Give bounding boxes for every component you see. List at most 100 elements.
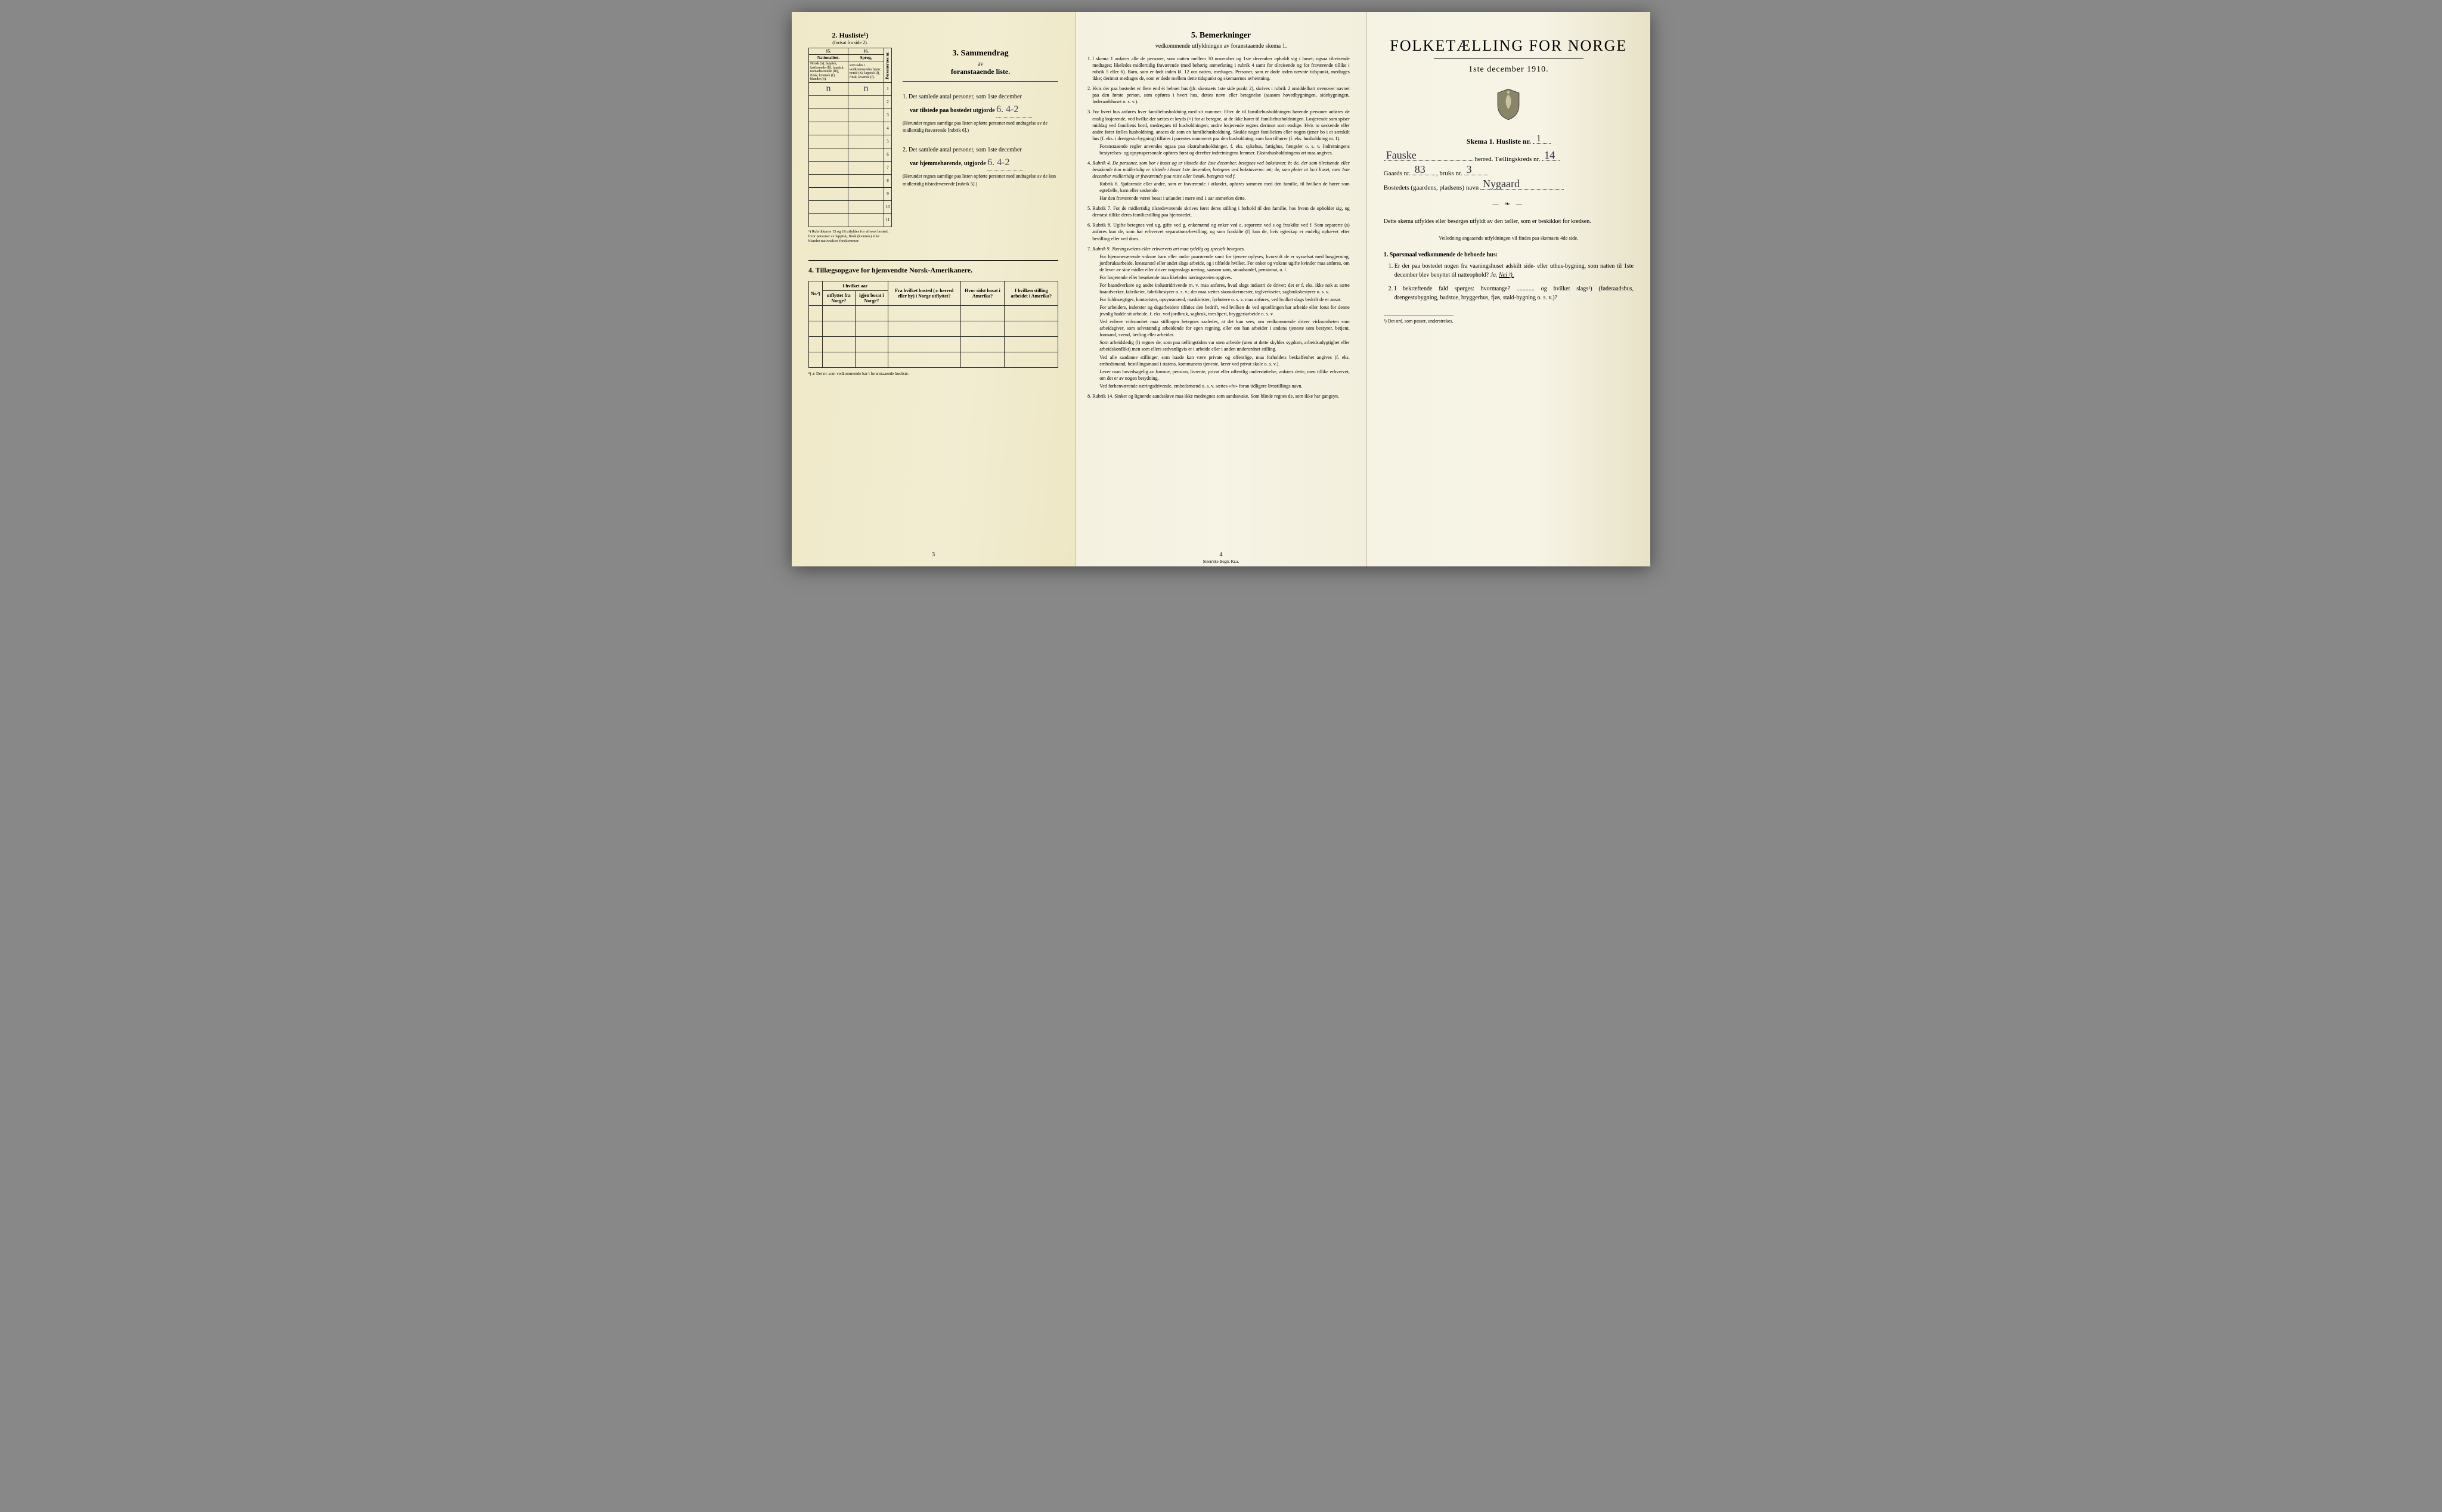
s4-h3: Fra hvilket bosted (ɔ: herred eller by) …	[888, 281, 960, 306]
bem-7i: Lever man hovedsagelig av formue, pensio…	[1099, 368, 1350, 382]
samm-item-1: 1. Det samlede antal personer, som 1ste …	[903, 92, 1058, 135]
row-11: 11	[884, 213, 891, 227]
nat-header: Nationalitet.	[809, 55, 848, 61]
imprint: Steen'ske Bogtr. Kr.a.	[1076, 559, 1366, 564]
cover-intro2: Veiledning angaaende utfyldningen vil fi…	[1384, 234, 1634, 242]
samm1-num: 1.	[903, 94, 907, 100]
sprog-header: Sprog,	[848, 55, 884, 61]
row-1: 1	[884, 82, 891, 95]
s4-h2b: igjen bosat i Norge?	[855, 291, 888, 306]
samm-item-2: 2. Det samlede antal personer, som 1ste …	[903, 145, 1058, 188]
page-3-cover: FOLKETÆLLING FOR NORGE 1ste december 191…	[1367, 12, 1650, 566]
bem-sub: vedkommende utfyldningen av foranstaaend…	[1092, 43, 1350, 49]
sammendrag-av: av	[903, 61, 1058, 67]
page-number-3: 3	[792, 551, 1075, 558]
bem-7d: For fuldmægtiger, kontorister, opsynsmæn…	[1099, 296, 1350, 303]
col-16: 16.	[848, 48, 884, 55]
husliste-table: 15. 16. Personernes nr. Nationalitet. Sp…	[808, 48, 892, 227]
kreds-val: 14	[1544, 149, 1555, 162]
herred-val: Fauske	[1386, 149, 1417, 162]
bem-8: Rubrik 14. Sinker og lignende aandssløve…	[1092, 393, 1350, 399]
samm1-val: 6. 4-2	[996, 104, 1018, 114]
bem-4a: Rubrik 6. Sjøfarende eller andre, som er…	[1099, 181, 1350, 194]
samm1-text: Det samlede antal personer, som 1ste dec…	[909, 94, 1022, 100]
husliste-footnote: ¹) Rubrikkerne 15 og 16 utfyldes for eth…	[808, 230, 892, 243]
col-persnr: Personernes nr.	[884, 48, 891, 83]
gaards-line: Gaards nr. 83, bruks nr. 3	[1384, 170, 1634, 177]
samm2-text: Det samlede antal personer, som 1ste dec…	[909, 147, 1022, 153]
bem-7b: For losjerende eller besøkende maa likel…	[1099, 274, 1350, 281]
bem-4b: Har den fraværende været bosat i utlande…	[1099, 195, 1350, 202]
nat-body: Norsk (n), lappisk, fastboende (lf), lap…	[809, 61, 848, 83]
bem-1: I skema 1 anføres alle de personer, som …	[1092, 55, 1350, 82]
s4-h5: I hvilken stilling arbeidet i Amerika?	[1005, 281, 1058, 306]
hand-n1: n	[826, 83, 830, 94]
row-8: 8	[884, 174, 891, 187]
sammendrag-title: 3. Sammendrag	[903, 49, 1058, 58]
bem-7c: For haandverkere og andre industridriven…	[1099, 282, 1350, 295]
coat-of-arms-icon	[1384, 88, 1634, 124]
samm1-b: var tilstede paa bostedet utgjorde	[910, 107, 995, 114]
hand-n2: n	[863, 83, 868, 94]
bosted-val: Nygaard	[1483, 178, 1520, 190]
page-2: 5. Bemerkninger vedkommende utfyldningen…	[1075, 12, 1367, 566]
bem-4: Rubrik 4. De personer, som bor i huset o…	[1092, 160, 1350, 202]
row-10: 10	[884, 200, 891, 213]
skema-val: 1	[1536, 134, 1541, 144]
samm2-note: (Herunder regnes samtlige paa listen opf…	[903, 173, 1058, 188]
section-4: 4. Tillægsopgave for hjemvendte Norsk-Am…	[808, 260, 1058, 376]
gaards-val: 83	[1415, 163, 1425, 176]
herred-line: Fauske herred. Tællingskreds nr. 14	[1384, 156, 1634, 163]
samm1-note: (Herunder regnes samtlige paa listen opf…	[903, 120, 1058, 135]
sammendrag-sub: foranstaaende liste.	[903, 67, 1058, 76]
sprog-body: som tales i vedkommendes hjem: norsk (n)…	[848, 61, 884, 83]
cover-footnote: ²) Det ord, som passer, understrekes.	[1384, 315, 1454, 324]
samm2-val: 6. 4-2	[987, 157, 1009, 168]
row-5: 5	[884, 135, 891, 148]
skema-line: Skema 1. Husliste nr. 1	[1384, 137, 1634, 146]
bem-7f: Ved enhver virksomhet maa stillingen bet…	[1099, 318, 1350, 338]
bem-title: 5. Bemerkninger	[1092, 31, 1350, 41]
bem-7g: Som arbeidsledig (l) regnes de, som paa …	[1099, 339, 1350, 352]
husliste-title: 2. Husliste¹)	[808, 31, 892, 40]
q-title: 1. Spørsmaal vedkommende de beboede hus:	[1384, 250, 1634, 259]
s4-h1: Nr.²)	[809, 281, 823, 306]
samm2-b: var hjemmehørende, utgjorde	[910, 160, 986, 167]
page-1: 2. Husliste¹) (fortsat fra side 2). 15. …	[792, 12, 1075, 566]
bem-3: For hvert hus anføres hver familiehushol…	[1092, 109, 1350, 156]
bem-list: I skema 1 anføres alle de personer, som …	[1092, 55, 1350, 399]
bruks-val: 3	[1467, 163, 1472, 176]
q1: Er der paa bostedet nogen fra vaaningshu…	[1394, 262, 1634, 280]
nei: Nei ²).	[1499, 272, 1514, 278]
row-9: 9	[884, 187, 891, 200]
row-2: 2	[884, 95, 891, 109]
cover-intro: Dette skema utfyldes eller besørges utfy…	[1384, 217, 1634, 226]
document-spread: 2. Husliste¹) (fortsat fra side 2). 15. …	[792, 12, 1650, 566]
questions: 1. Spørsmaal vedkommende de beboede hus:…	[1384, 250, 1634, 302]
bem-7a: For hjemmeværende voksne barn eller andr…	[1099, 253, 1350, 273]
page-number-4: 4	[1076, 551, 1366, 558]
ja: Ja.	[1490, 272, 1498, 278]
sammendrag-section: 3. Sammendrag av foranstaaende liste. 1.…	[903, 31, 1058, 243]
row-7: 7	[884, 161, 891, 174]
sec4-table: Nr.²) I hvilket aar Fra hvilket bosted (…	[808, 281, 1058, 368]
col-15: 15.	[809, 48, 848, 55]
bem-6: Rubrik 8. Ugifte betegnes ved ug, gifte …	[1092, 222, 1350, 241]
row-3: 3	[884, 109, 891, 122]
cover-title: FOLKETÆLLING FOR NORGE	[1384, 37, 1634, 55]
s4-h2a: utflyttet fra Norge?	[822, 291, 855, 306]
q2: I bekræftende fald spørges: hvormange? .…	[1394, 284, 1634, 302]
bem-7h: Ved alle saadanne stillinger, som baade …	[1099, 354, 1350, 367]
samm2-num: 2.	[903, 147, 907, 153]
bem-3a: Foranstaaende regler anvendes ogsaa paa …	[1099, 143, 1350, 156]
sec4-title: 4. Tillægsopgave for hjemvendte Norsk-Am…	[808, 260, 1058, 275]
row-6: 6	[884, 148, 891, 161]
husliste-section: 2. Husliste¹) (fortsat fra side 2). 15. …	[808, 31, 892, 243]
husliste-subtitle: (fortsat fra side 2).	[808, 40, 892, 45]
sec4-footnote: ²) ɔ: Det nr. som vedkommende har i fora…	[808, 371, 1058, 376]
bem-7: Rubrik 9. Næringsveiens eller erhvervets…	[1092, 246, 1350, 389]
row-4: 4	[884, 122, 891, 135]
bem-7e: For arbeidere, inderster og dagarbeidere…	[1099, 304, 1350, 317]
bem-5: Rubrik 7. For de midlertidig tilstedevær…	[1092, 205, 1350, 218]
ornament-icon: ― ❧ ―	[1384, 201, 1634, 207]
